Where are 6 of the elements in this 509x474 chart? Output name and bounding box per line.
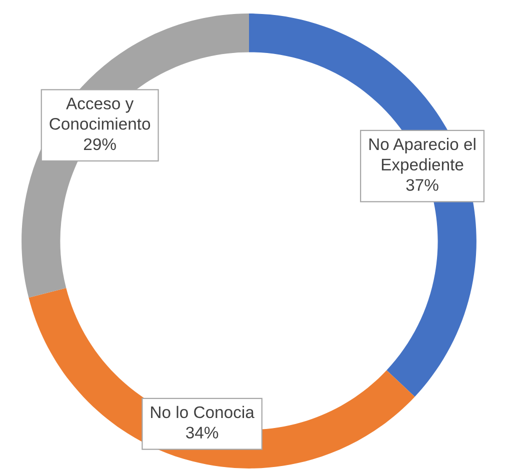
slice-label: No Aparecio el Expediente <box>369 138 476 174</box>
data-label: 37% <box>406 179 438 191</box>
data-label: 29% <box>84 138 116 150</box>
data-label: 34% <box>186 426 218 439</box>
slice-label: No lo Conocia <box>151 406 254 418</box>
slice-label: Acceso y Conocimiento <box>50 98 150 130</box>
